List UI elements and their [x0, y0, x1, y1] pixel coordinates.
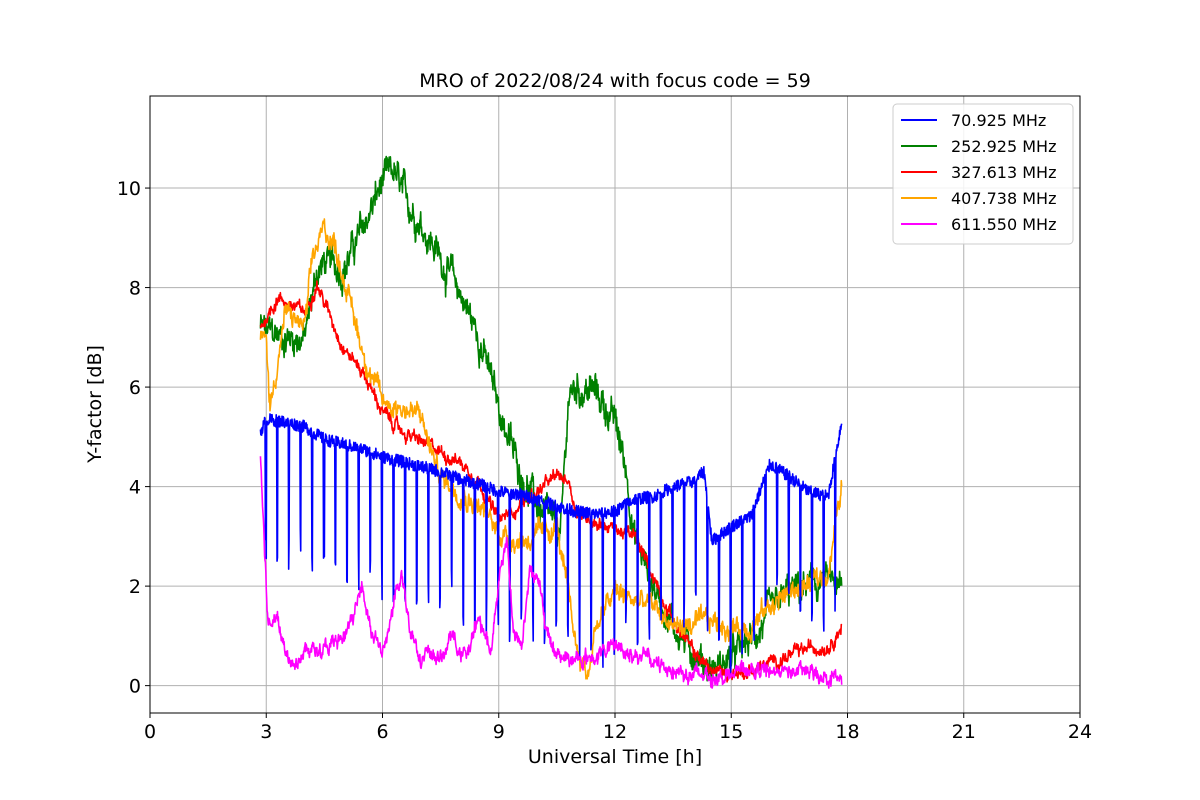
series-line-4 — [259, 456, 843, 689]
legend: 70.925 MHz 252.925 MHz 327.613 MHz 407.738 … — [892, 103, 1074, 245]
legend-entry: 407.738 MHz — [951, 189, 1056, 208]
legend-entry: 327.613 MHz — [951, 163, 1056, 182]
y-tick-label: 0 — [129, 676, 141, 698]
chart-title: MRO of 2022/08/24 with focus code = 59 — [419, 70, 811, 92]
y-axis-label: Y-factor [dB] — [84, 345, 106, 464]
grid — [149, 96, 1081, 713]
x-tick-label: 15 — [719, 721, 743, 743]
y-tick-label: 4 — [129, 477, 141, 499]
y-tick-label: 8 — [129, 278, 141, 300]
x-axis-label: Universal Time [h] — [528, 746, 702, 768]
legend-entry: 70.925 MHz — [951, 111, 1046, 130]
x-tick-label: 21 — [952, 721, 976, 743]
series-line-2 — [259, 280, 843, 683]
x-tick-label: 18 — [835, 721, 859, 743]
series-line-1 — [259, 155, 843, 683]
series-line-0 — [259, 413, 843, 674]
legend-entry: 611.550 MHz — [951, 215, 1056, 234]
x-tick-label: 24 — [1068, 721, 1092, 743]
legend-entry: 252.925 MHz — [951, 137, 1056, 156]
y-tick-label: 6 — [129, 377, 141, 399]
x-tick-label: 3 — [260, 721, 272, 743]
x-tick-label: 12 — [603, 721, 627, 743]
series-line-3 — [259, 218, 843, 680]
x-tick-label: 0 — [144, 721, 156, 743]
y-tick-label: 2 — [129, 576, 141, 598]
x-tick-label: 9 — [493, 721, 505, 743]
x-tick-label: 6 — [376, 721, 388, 743]
series-lines — [259, 155, 843, 689]
legend-box — [892, 103, 1074, 245]
y-tick-label: 10 — [117, 178, 141, 200]
